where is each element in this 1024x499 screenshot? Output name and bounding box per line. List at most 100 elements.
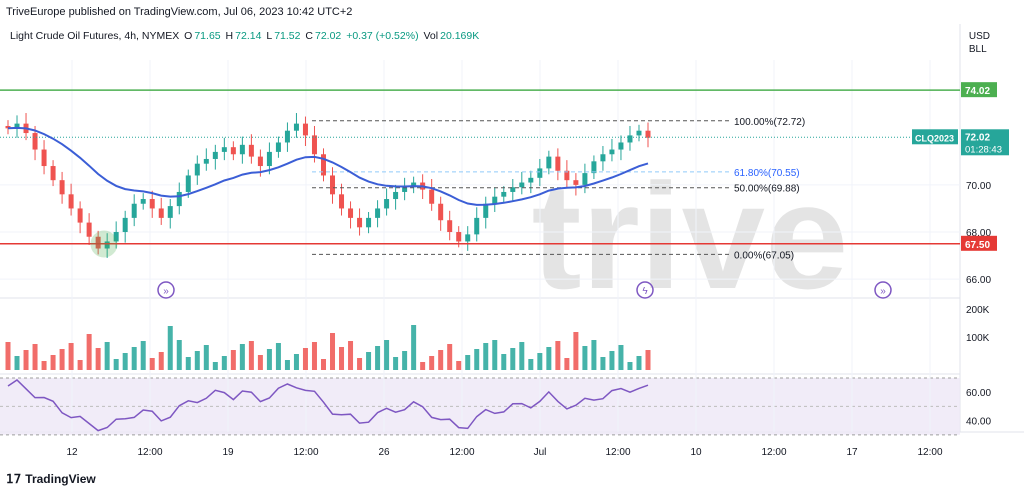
volume-bar: [438, 350, 444, 370]
candle-body: [203, 158, 209, 164]
candle-body: [59, 180, 65, 195]
candle-body: [330, 175, 336, 195]
volume-bar: [167, 326, 173, 370]
volume-bar: [384, 340, 390, 370]
volume-bar: [402, 351, 408, 370]
volume-bar: [23, 350, 29, 370]
event-icon-3[interactable]: »: [874, 281, 892, 299]
candle-body: [510, 187, 516, 192]
candle-body: [465, 234, 471, 242]
candle-body: [348, 208, 354, 218]
publisher-header: TriveEurope published on TradingView.com…: [6, 6, 353, 18]
volume-value: 20.169K: [440, 30, 480, 42]
volume-bar: [456, 361, 462, 370]
candle-body: [492, 196, 498, 204]
volume-bar: [221, 356, 227, 370]
volume-bar: [564, 358, 570, 370]
symbol-tag: CLQ2023: [915, 133, 954, 143]
volume-bar: [302, 348, 308, 370]
close-label: C: [305, 30, 313, 42]
time-tick-label: 12:00: [449, 447, 474, 458]
unit-label: BLL: [968, 44, 987, 55]
volume-bar: [95, 348, 101, 370]
candle-body: [573, 180, 579, 185]
last-price-bg: [961, 129, 1009, 156]
candle-body: [609, 149, 615, 155]
candle-body: [501, 191, 507, 197]
volume-bar: [131, 347, 137, 370]
fib-level-label: 0.00%(67.05): [734, 250, 794, 261]
volume-bar: [185, 357, 191, 370]
candle-body: [339, 194, 345, 209]
open-value: 71.65: [194, 30, 221, 42]
volume-bar: [140, 341, 146, 370]
candle-body: [302, 123, 308, 136]
candle-body: [239, 144, 245, 155]
close-value: 72.02: [314, 30, 342, 42]
volume-bar: [618, 345, 624, 370]
volume-bar: [582, 346, 588, 370]
fib-level-label: 100.00%(72.72): [734, 117, 805, 128]
volume-bar: [420, 362, 426, 370]
volume-bar: [501, 354, 507, 370]
candle-body: [41, 149, 47, 167]
footer-brand: 𝟣𝟩 TradingView: [6, 472, 96, 486]
volume-bar: [528, 359, 534, 370]
time-tick-label: 26: [378, 447, 390, 458]
volume-bar: [510, 348, 516, 370]
volume-bar: [311, 342, 317, 370]
open-label: O: [184, 30, 193, 42]
volume-bar: [519, 342, 525, 370]
price-tick-label: 66.00: [966, 275, 991, 286]
time-tick-label: 12:00: [605, 447, 630, 458]
volume-bar: [284, 360, 290, 370]
volume-bar: [600, 357, 606, 370]
volume-bar: [68, 343, 74, 370]
volume-bar: [555, 341, 561, 370]
change-value: +0.37 (+0.52%): [346, 30, 419, 42]
volume-bar: [492, 340, 498, 370]
candle-body: [131, 203, 137, 218]
rsi-tick-label: 40.00: [966, 417, 991, 428]
candle-body: [158, 208, 164, 218]
candle-body: [68, 194, 74, 209]
level-label: 67.50: [965, 240, 990, 251]
candle-body: [528, 177, 534, 183]
symbol-title: Light Crude Oil Futures, 4h, NYMEX: [10, 30, 180, 42]
candle-body: [32, 133, 38, 150]
candle-body: [366, 217, 372, 228]
event-icon-1[interactable]: »: [157, 281, 175, 299]
candle-body: [257, 156, 263, 167]
volume-bar: [104, 342, 110, 370]
candle-body: [221, 147, 227, 152]
candle-body: [140, 199, 146, 204]
candle-body: [5, 125, 11, 129]
candle-body: [456, 232, 462, 242]
volume-bar: [357, 358, 363, 370]
volume-bar: [86, 334, 92, 370]
volume-bar: [77, 360, 83, 370]
volume-bar: [203, 345, 209, 370]
candle-body: [627, 135, 633, 143]
candle-body: [149, 199, 155, 209]
candle-body: [293, 123, 299, 131]
rsi-tick-label: 60.00: [966, 388, 991, 399]
candle-body: [86, 222, 92, 237]
time-tick-label: 10: [690, 447, 702, 458]
candle-body: [104, 241, 110, 249]
time-tick-label: 12:00: [137, 447, 162, 458]
price-tick-label: 70.00: [966, 181, 991, 192]
low-highlight-circle: [90, 230, 118, 258]
volume-bar: [348, 341, 354, 370]
event-icon-2[interactable]: ϟ: [636, 281, 654, 299]
candle-body: [393, 191, 399, 200]
candle-body: [248, 144, 254, 157]
currency-label: USD: [968, 31, 990, 42]
volume-label: Vol: [423, 30, 439, 42]
volume-bar: [248, 341, 254, 370]
volume-bar: [474, 349, 480, 370]
candle-body: [77, 208, 83, 223]
svg-text:ϟ: ϟ: [642, 286, 648, 297]
candle-body: [320, 154, 326, 176]
